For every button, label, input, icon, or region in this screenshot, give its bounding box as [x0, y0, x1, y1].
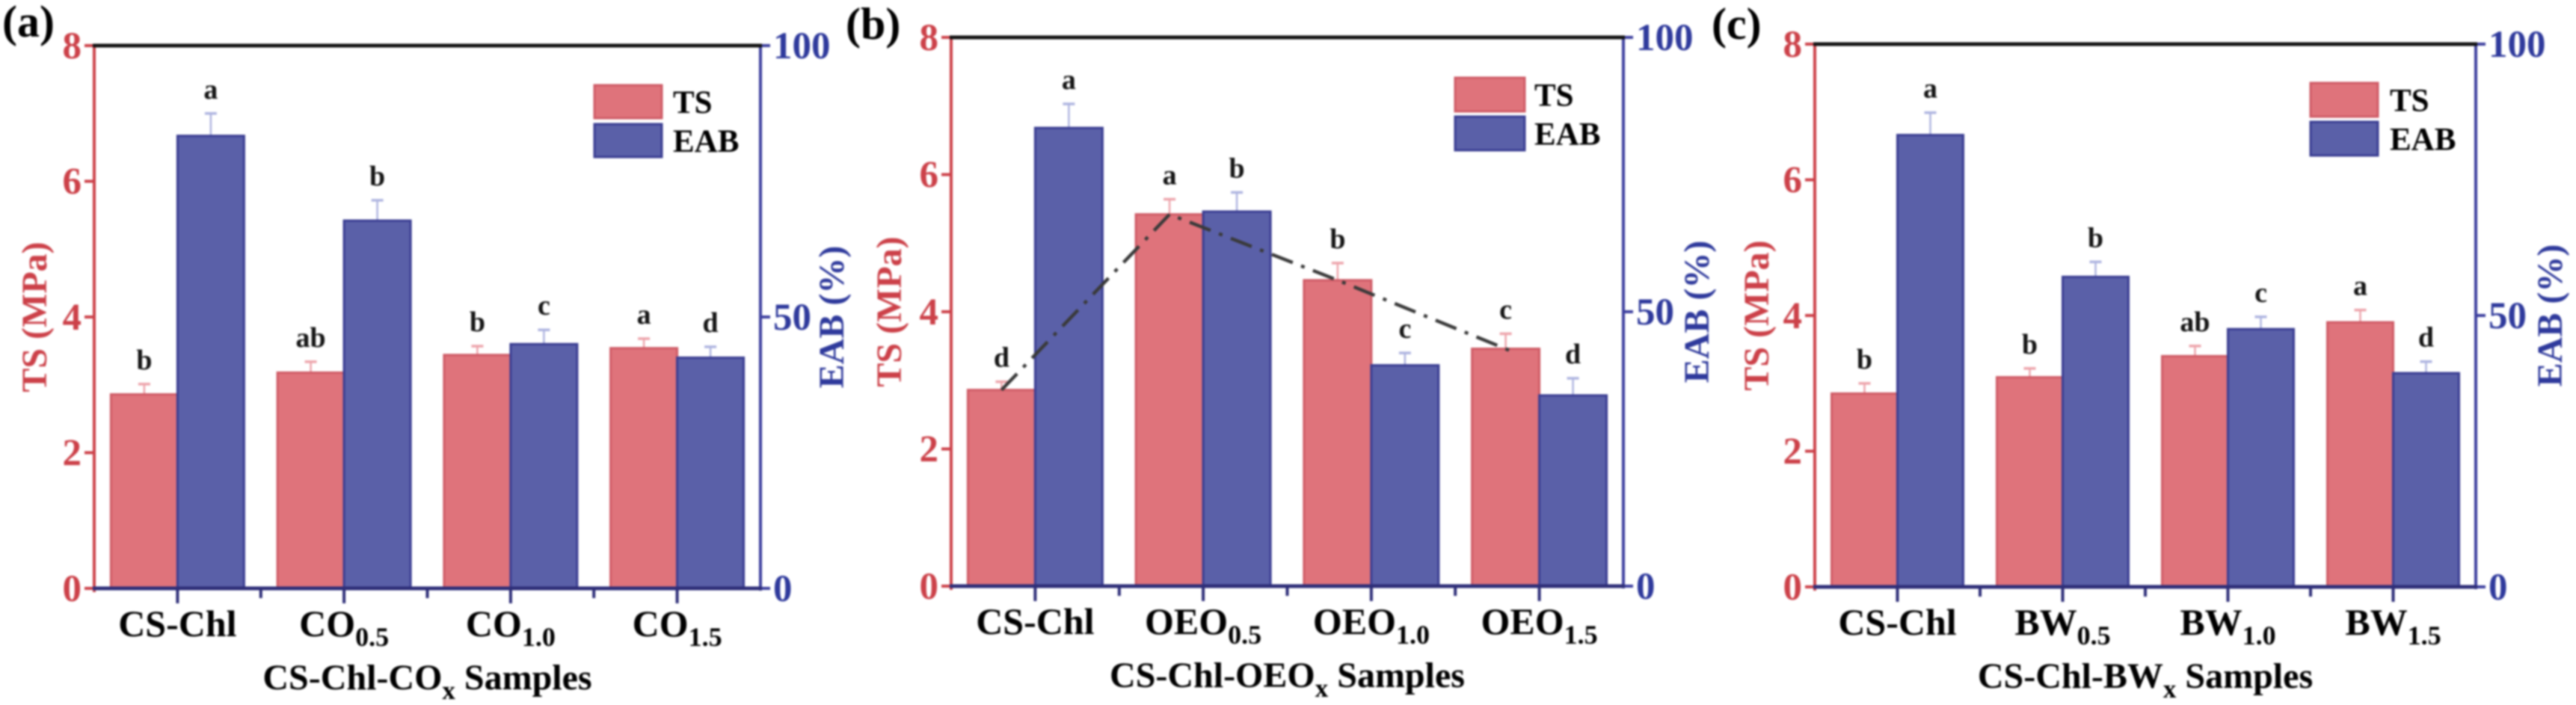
svg-text:0: 0: [2489, 567, 2508, 609]
svg-text:EAB (%): EAB (%): [2530, 244, 2570, 387]
svg-text:8: 8: [920, 17, 939, 59]
svg-text:EAB: EAB: [2390, 123, 2456, 158]
svg-text:8: 8: [1783, 24, 1803, 66]
svg-text:b: b: [1229, 153, 1245, 184]
svg-text:d: d: [1565, 339, 1581, 370]
svg-text:d: d: [703, 307, 719, 339]
svg-text:CS-Chl-COx Samples: CS-Chl-COx Samples: [262, 658, 591, 705]
svg-text:0: 0: [920, 566, 939, 608]
svg-text:OEO1.5: OEO1.5: [1481, 600, 1598, 650]
svg-text:CS-Chl: CS-Chl: [118, 603, 236, 644]
svg-text:ab: ab: [2180, 307, 2210, 338]
svg-text:EAB (%): EAB (%): [812, 246, 852, 389]
svg-text:CS-Chl: CS-Chl: [1838, 601, 1956, 643]
svg-text:6: 6: [920, 155, 939, 197]
svg-text:2: 2: [1783, 431, 1803, 473]
svg-text:100: 100: [773, 25, 831, 67]
svg-text:CS-Chl-BWx Samples: CS-Chl-BWx Samples: [1978, 656, 2313, 704]
svg-text:0: 0: [1783, 567, 1803, 609]
svg-text:CS-Chl-OEOx Samples: CS-Chl-OEOx Samples: [1110, 656, 1465, 703]
svg-text:0: 0: [1636, 566, 1656, 608]
svg-text:d: d: [2418, 322, 2434, 354]
svg-text:6: 6: [63, 161, 82, 203]
svg-text:a: a: [637, 299, 651, 330]
svg-text:50: 50: [1636, 292, 1674, 333]
svg-text:c: c: [1499, 294, 1512, 325]
svg-text:100: 100: [1636, 17, 1694, 59]
svg-text:TS (MPa): TS (MPa): [870, 236, 909, 387]
svg-text:8: 8: [63, 25, 82, 67]
svg-text:a: a: [1062, 64, 1076, 96]
svg-text:TS (MPa): TS (MPa): [1737, 240, 1777, 390]
svg-text:(a): (a): [2, 0, 55, 46]
svg-text:ab: ab: [296, 322, 326, 354]
svg-text:EAB: EAB: [673, 124, 739, 159]
svg-text:b: b: [2022, 329, 2038, 360]
svg-text:b: b: [470, 307, 485, 338]
svg-text:TS: TS: [2390, 84, 2429, 119]
svg-text:4: 4: [1783, 295, 1803, 337]
svg-text:c: c: [1398, 313, 1411, 345]
svg-text:0: 0: [63, 568, 82, 610]
svg-text:a: a: [203, 74, 218, 105]
svg-text:c: c: [538, 290, 550, 321]
svg-text:b: b: [2088, 222, 2103, 253]
svg-text:b: b: [369, 161, 385, 192]
svg-text:(b): (b): [846, 0, 900, 49]
svg-text:a: a: [1923, 73, 1937, 105]
svg-text:d: d: [994, 342, 1009, 374]
svg-text:0: 0: [773, 568, 793, 610]
svg-text:50: 50: [2489, 295, 2527, 337]
svg-text:a: a: [1163, 160, 1177, 191]
svg-text:4: 4: [63, 297, 82, 339]
svg-text:CS-Chl: CS-Chl: [976, 600, 1094, 642]
svg-text:(c): (c): [1712, 0, 1762, 49]
svg-text:a: a: [2353, 271, 2367, 302]
svg-text:2: 2: [63, 433, 82, 475]
svg-text:EAB: EAB: [1534, 117, 1600, 153]
svg-text:2: 2: [920, 429, 939, 471]
svg-text:TS: TS: [1534, 78, 1574, 114]
svg-text:EAB (%): EAB (%): [1677, 241, 1717, 384]
svg-text:TS (MPa): TS (MPa): [15, 241, 55, 392]
svg-text:6: 6: [1783, 160, 1803, 202]
svg-text:4: 4: [920, 292, 939, 333]
svg-text:b: b: [136, 345, 152, 376]
svg-text:100: 100: [2489, 24, 2546, 66]
svg-text:b: b: [1330, 224, 1345, 255]
svg-text:c: c: [2254, 277, 2267, 309]
svg-text:b: b: [1857, 344, 1872, 375]
svg-text:50: 50: [773, 297, 811, 339]
svg-text:TS: TS: [673, 85, 713, 120]
